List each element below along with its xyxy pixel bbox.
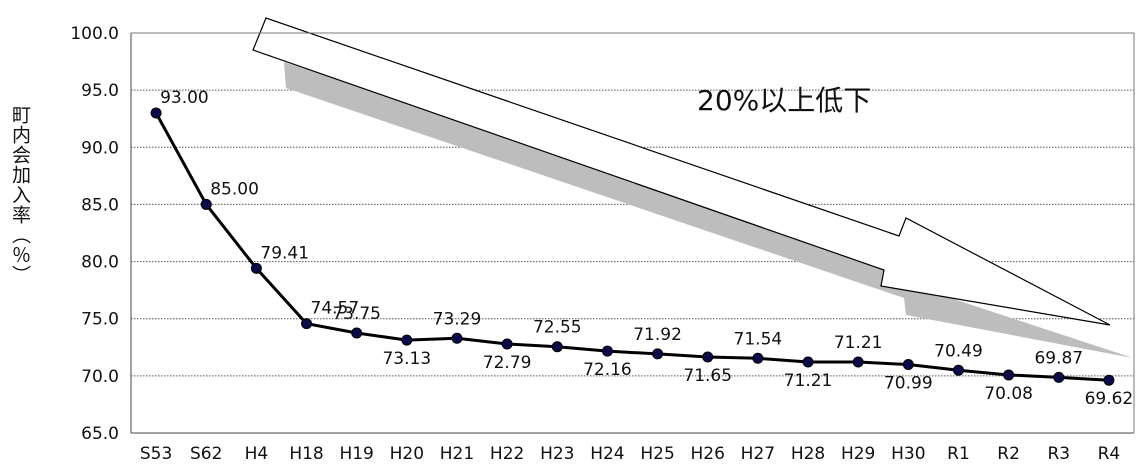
data-label: 79.41 [260, 243, 309, 263]
data-label: 69.62 [1085, 389, 1134, 409]
data-point [752, 352, 764, 364]
y-axis-label: 町内会加入率（％） [9, 105, 31, 285]
x-tick-label: H22 [490, 444, 524, 464]
data-label: 70.99 [884, 374, 933, 394]
data-label: 70.08 [984, 384, 1033, 404]
y-tick-label: 100.0 [70, 24, 119, 44]
data-label: 69.87 [1034, 348, 1083, 368]
x-tick-label: H19 [339, 444, 373, 464]
data-label: 73.75 [332, 304, 381, 324]
data-point [351, 327, 363, 339]
x-tick-label: H28 [791, 444, 825, 464]
x-tick-label: R4 [1098, 444, 1121, 464]
data-point [501, 338, 513, 350]
data-point [1053, 371, 1065, 383]
data-point [601, 345, 613, 357]
y-tick-label: 80.0 [81, 253, 119, 273]
x-tick-label: H20 [390, 444, 424, 464]
x-tick-label: H27 [741, 444, 775, 464]
data-label: 73.29 [433, 309, 482, 329]
data-label: 71.21 [784, 371, 833, 391]
x-tick-label: H4 [245, 444, 269, 464]
x-tick-label: H24 [590, 444, 624, 464]
y-tick-label: 85.0 [81, 195, 119, 215]
data-point [401, 334, 413, 346]
data-point [852, 356, 864, 368]
data-label: 71.92 [633, 325, 682, 345]
data-label: 72.16 [583, 360, 632, 380]
data-label: 71.54 [734, 329, 783, 349]
data-point [1003, 369, 1015, 381]
x-tick-label: H23 [540, 444, 574, 464]
y-tick-label: 75.0 [81, 310, 119, 330]
y-tick-label: 90.0 [81, 138, 119, 158]
data-point [200, 198, 212, 210]
y-tick-label: 70.0 [81, 367, 119, 387]
decline-arrow-shadow [284, 62, 1133, 358]
x-tick-label: S53 [140, 444, 172, 464]
data-point [301, 318, 313, 330]
data-label: 73.13 [382, 349, 431, 369]
data-label: 74.57 [311, 299, 360, 319]
x-tick-label: R2 [997, 444, 1020, 464]
x-tick-label: H18 [289, 444, 323, 464]
data-label: 93.00 [160, 88, 209, 108]
x-tick-label: R3 [1047, 444, 1070, 464]
decline-arrow [252, 17, 1111, 326]
data-label: 70.49 [934, 341, 983, 361]
x-tick-label: H26 [691, 444, 725, 464]
data-label: 71.65 [683, 366, 732, 386]
data-point [551, 341, 563, 353]
data-point [802, 356, 814, 368]
series-line [154, 112, 1110, 382]
data-point [952, 364, 964, 376]
data-point [150, 107, 162, 119]
data-point [451, 332, 463, 344]
data-point [902, 359, 914, 371]
x-tick-label: R1 [947, 444, 970, 464]
data-point [250, 262, 262, 274]
x-tick-label: H30 [891, 444, 925, 464]
y-tick-label: 95.0 [81, 81, 119, 101]
x-tick-label: H25 [640, 444, 674, 464]
x-tick-label: H21 [440, 444, 474, 464]
x-tick-label: H29 [841, 444, 875, 464]
data-label: 71.21 [834, 333, 883, 353]
data-point [1103, 374, 1115, 386]
data-label: 72.55 [533, 318, 582, 338]
y-tick-label: 65.0 [81, 424, 119, 444]
data-label: 72.79 [483, 353, 532, 373]
x-tick-label: S62 [190, 444, 222, 464]
decline-annotation: 20%以上低下 [697, 84, 871, 117]
data-label: 85.00 [210, 179, 259, 199]
data-point [652, 348, 664, 360]
data-point [702, 351, 714, 363]
